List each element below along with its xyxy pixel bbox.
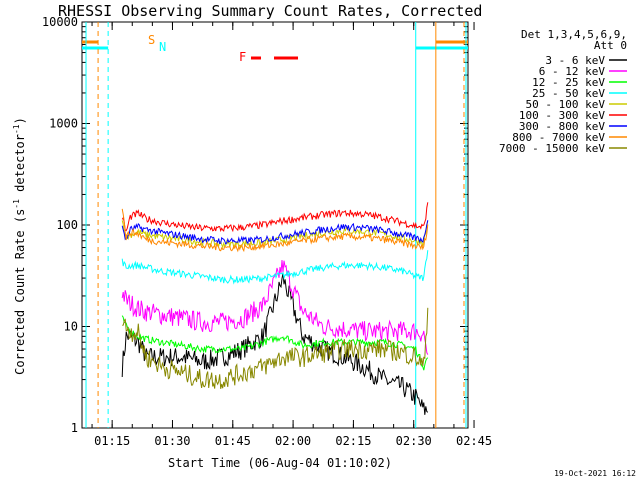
x-tick-label: 01:45 [215,434,251,448]
x-tick-label: 01:30 [154,434,190,448]
timestamp: 19-Oct-2021 16:12 [554,469,636,478]
x-tick-label: 01:15 [94,434,130,448]
marker-label: S [148,33,155,47]
attenuator-markers: S N F [82,22,468,428]
x-axis: 01:15 01:30 01:45 02:00 02:15 02:30 02:45 [91,22,492,448]
marker-label: F [239,50,246,64]
legend-label: 100 - 300 keV [519,109,605,122]
legend-header: Att 0 [594,39,627,52]
marker-label: N [159,40,166,54]
x-axis-label: Start Time (06-Aug-04 01:10:02) [168,456,392,470]
y-tick-label: 1000 [49,117,78,131]
x-tick-label: 02:45 [456,434,492,448]
chart-title: RHESSI Observing Summary Count Rates, Co… [58,2,482,20]
legend-label: 800 - 7000 keV [512,131,605,144]
series-line-s9 [122,307,429,389]
y-tick-label: 10 [64,320,78,334]
legend-label: 25 - 50 keV [532,87,605,100]
series-group [121,202,429,415]
y-tick-label: 100 [56,218,78,232]
y-tick-label: 1 [71,421,78,435]
plot-frame [81,21,469,429]
legend-header: Det 1,3,4,5,6,9, [521,28,627,41]
x-tick-label: 02:30 [396,434,432,448]
legend-label: 50 - 100 keV [526,98,606,111]
series-line-s8 [121,208,429,253]
series-line-s6 [121,202,429,233]
y-tick-label: 10000 [42,15,78,29]
x-tick-label: 02:00 [275,434,311,448]
legend-label: 12 - 25 keV [532,76,605,89]
legend-label: 300 - 800 keV [519,120,605,133]
legend-label: 7000 - 15000 keV [499,142,605,155]
series-line-s7 [121,220,429,245]
y-axis-label: Corrected Count Rate (s-1 detector-1) [12,117,27,375]
x-tick-label: 02:15 [335,434,371,448]
series-line-s4 [121,250,429,285]
y-axis: 1 10 100 1000 10000 [42,15,468,435]
legend-label: 6 - 12 keV [539,65,606,78]
legend-label: 3 - 6 keV [545,54,605,67]
series-line-s1 [121,273,429,415]
